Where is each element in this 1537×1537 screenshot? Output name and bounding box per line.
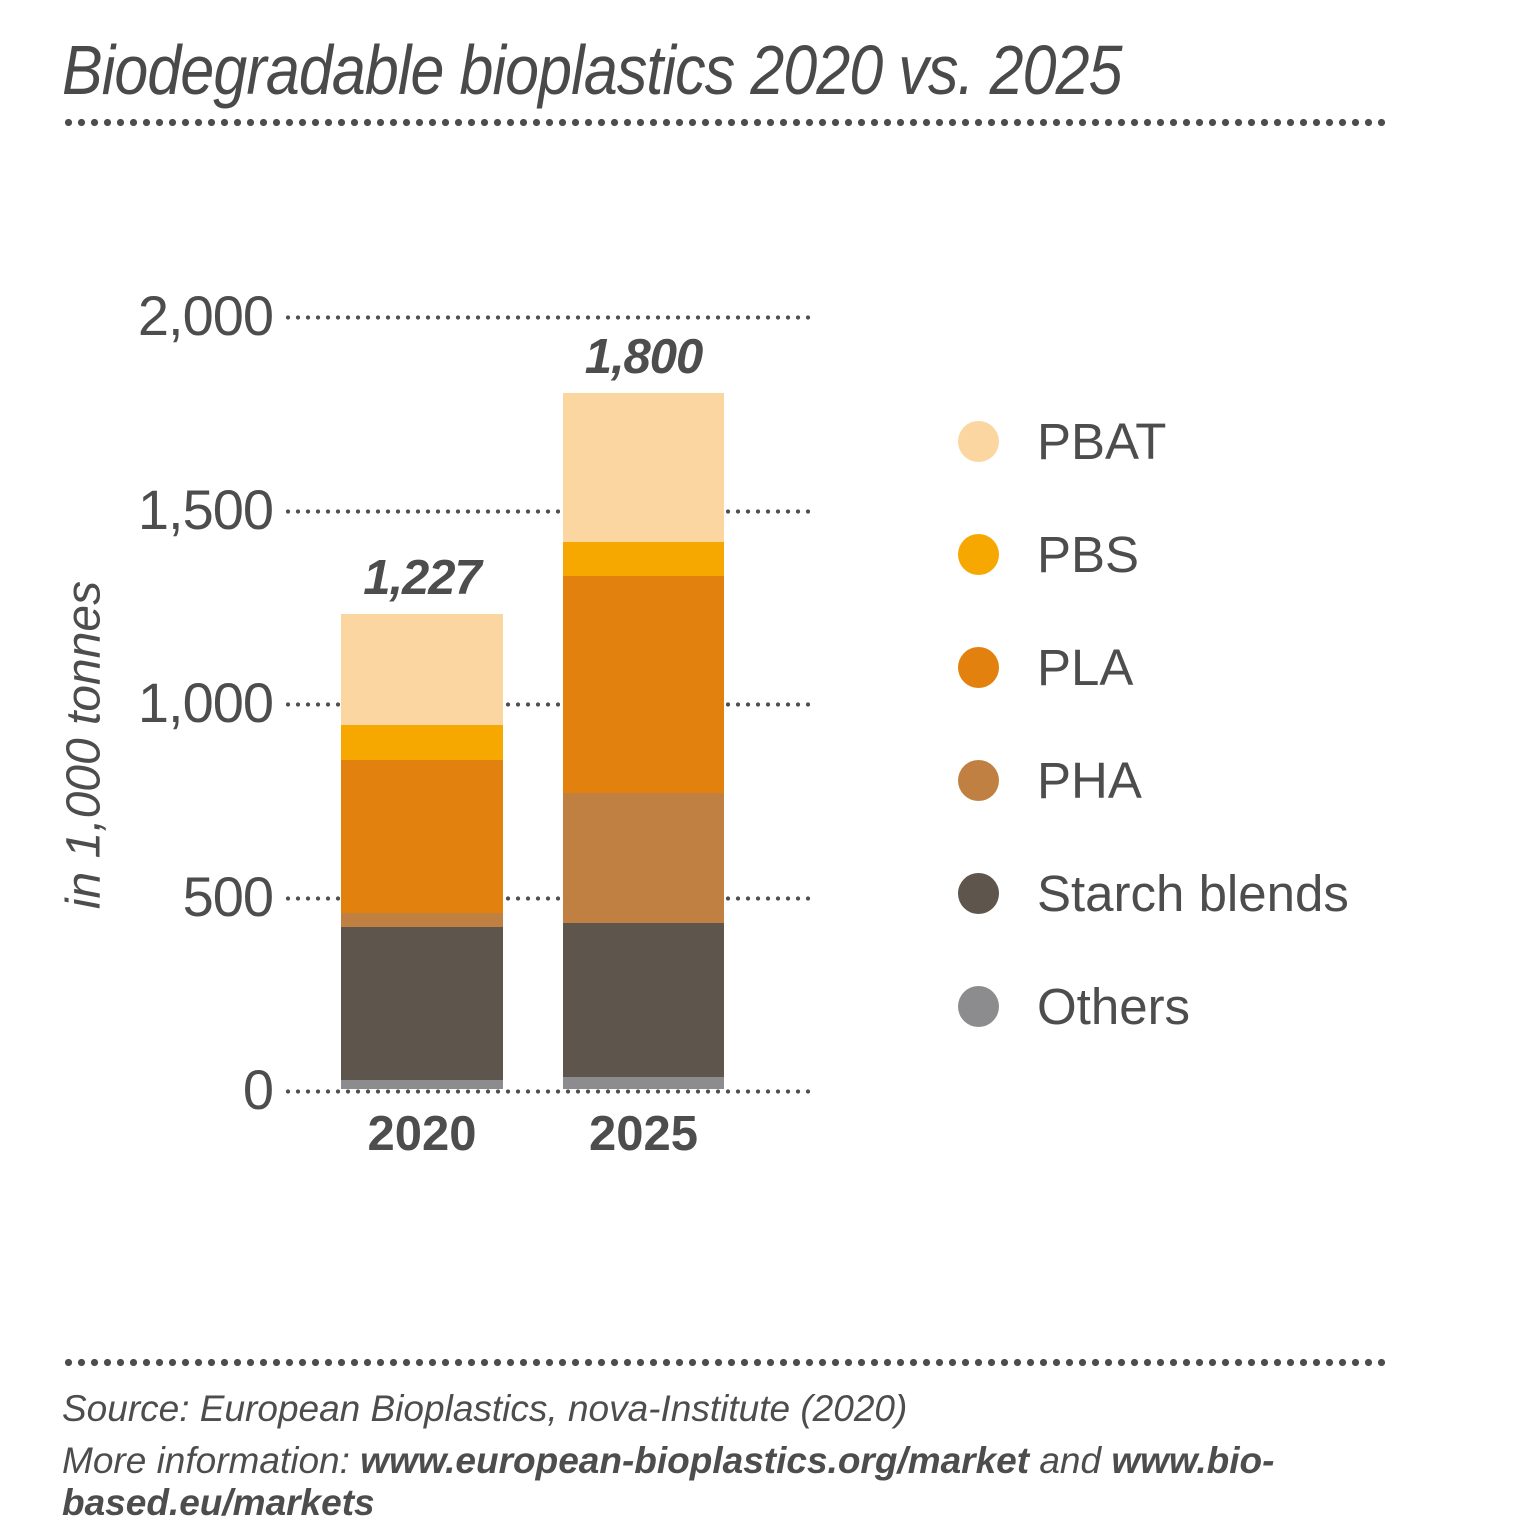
legend-label-others: Others bbox=[1037, 977, 1191, 1035]
legend-item-pbat: PBAT bbox=[958, 413, 1166, 470]
y-tick-500: 500 bbox=[182, 864, 274, 928]
segment-2020-pla bbox=[341, 759, 503, 914]
legend-item-others: Others bbox=[958, 978, 1190, 1035]
legend-item-pha: PHA bbox=[958, 752, 1142, 809]
gridline-1,000 bbox=[283, 702, 814, 708]
legend-dot-pbat bbox=[958, 420, 999, 462]
x-label-2020: 2020 bbox=[367, 1107, 477, 1161]
legend-label-pbs: PBS bbox=[1037, 525, 1140, 583]
x-label-2025: 2025 bbox=[588, 1107, 699, 1161]
y-tick-0: 0 bbox=[242, 1058, 274, 1122]
segment-2025-starch-blends bbox=[563, 922, 724, 1078]
segment-2020-pha bbox=[341, 913, 503, 928]
title-divider bbox=[62, 118, 1390, 127]
legend-dot-pha bbox=[958, 759, 999, 801]
legend-item-pla: PLA bbox=[958, 639, 1133, 696]
y-axis-label: in 1,000 tonnes bbox=[57, 580, 111, 910]
y-tick-1,000: 1,000 bbox=[137, 671, 274, 735]
gridline-0 bbox=[283, 1089, 814, 1094]
chart-title: Biodegradable bioplastics 2020 vs. 2025 bbox=[62, 31, 1123, 109]
link-european-bioplastics: www.european-bioplastics.org/market bbox=[360, 1440, 1030, 1481]
legend-label-pla: PLA bbox=[1037, 638, 1134, 696]
y-tick-2,000: 2,000 bbox=[137, 284, 274, 348]
legend-label-pha: PHA bbox=[1037, 751, 1142, 809]
legend-label-starch-blends: Starch blends bbox=[1037, 864, 1349, 922]
gridline-1,500 bbox=[283, 508, 814, 514]
link-bio-based: www.bio-based.eu/markets bbox=[62, 1440, 1275, 1523]
total-label-2025: 1,800 bbox=[584, 329, 704, 384]
segment-2020-others bbox=[341, 1079, 503, 1089]
legend-dot-starch-blends bbox=[958, 872, 999, 914]
bar-2020 bbox=[341, 614, 503, 1089]
more-info-text: More information: www.european-bioplasti… bbox=[62, 1440, 1537, 1524]
source-text: Source: European Bioplastics, nova-Insti… bbox=[62, 1388, 908, 1429]
segment-2025-pha bbox=[563, 793, 724, 923]
segment-2025-pbs bbox=[563, 541, 724, 577]
legend-item-pbs: PBS bbox=[958, 526, 1139, 583]
legend-label-pbat: PBAT bbox=[1037, 412, 1167, 470]
segment-2025-pbat bbox=[563, 392, 724, 542]
gridline-2,000 bbox=[283, 315, 814, 321]
more-info-and: and bbox=[1029, 1440, 1112, 1481]
segment-2020-pbs bbox=[341, 724, 503, 760]
legend-dot-others bbox=[958, 985, 999, 1027]
segment-2025-others bbox=[563, 1077, 724, 1089]
segment-2020-pbat bbox=[341, 614, 503, 725]
gridline-500 bbox=[283, 895, 814, 901]
segment-2025-pla bbox=[563, 576, 724, 794]
segment-2020-starch-blends bbox=[341, 927, 503, 1080]
y-tick-1,500: 1,500 bbox=[137, 477, 274, 541]
footer-divider bbox=[62, 1358, 1390, 1367]
total-label-2020: 1,227 bbox=[363, 551, 482, 606]
more-info-prefix: More information: bbox=[62, 1440, 361, 1481]
legend-dot-pla bbox=[958, 646, 999, 688]
legend-item-starch-blends: Starch blends bbox=[958, 865, 1349, 922]
bar-2025 bbox=[563, 392, 724, 1089]
legend-dot-pbs bbox=[958, 533, 999, 575]
